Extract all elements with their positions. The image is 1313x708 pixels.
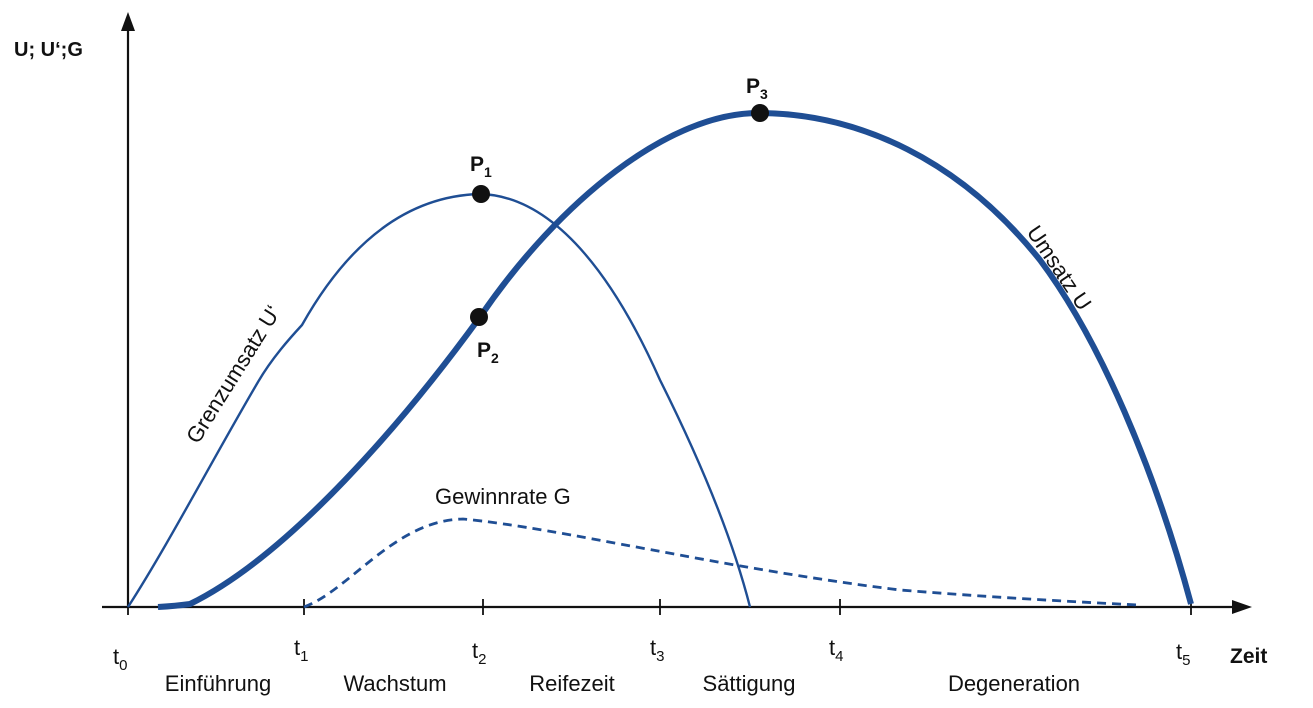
tick-label-t0: t0 <box>113 644 127 674</box>
tick-label-t2: t2 <box>472 638 486 668</box>
point-p1-marker <box>472 185 490 203</box>
tick-label-t5: t5 <box>1176 639 1190 669</box>
phase-label-reifezeit: Reifezeit <box>529 671 615 696</box>
profit-rate-label: Gewinnrate G <box>435 484 571 509</box>
point-p2-label: P2 <box>477 339 499 366</box>
marginal-revenue-curve <box>126 192 752 608</box>
point-p3-label: P3 <box>746 75 768 102</box>
x-axis-label: Zeit <box>1230 645 1267 668</box>
phase-label-wachstum: Wachstum <box>343 671 446 696</box>
phase-label-einfuehrung: Einführung <box>165 671 271 696</box>
phase-label-degeneration: Degeneration <box>948 671 1080 696</box>
tick-label-t3: t3 <box>650 635 664 665</box>
y-axis-arrow-icon <box>121 12 135 31</box>
tick-label-t4: t4 <box>829 635 843 665</box>
point-p2-marker <box>470 308 488 326</box>
y-axis-label: U; U‘;G <box>14 39 83 61</box>
profit-rate-curve <box>303 517 1139 609</box>
x-axis-arrow-icon <box>1232 600 1252 614</box>
axes <box>102 28 1236 609</box>
point-p1-label: P1 <box>470 153 492 180</box>
x-axis-ticks <box>127 599 1192 615</box>
point-p3-marker <box>751 104 769 122</box>
tick-label-t1: t1 <box>294 635 308 665</box>
revenue-label: Umsatz U <box>1022 221 1097 315</box>
revenue-curve <box>157 109 1194 610</box>
phase-label-saettigung: Sättigung <box>703 671 796 696</box>
